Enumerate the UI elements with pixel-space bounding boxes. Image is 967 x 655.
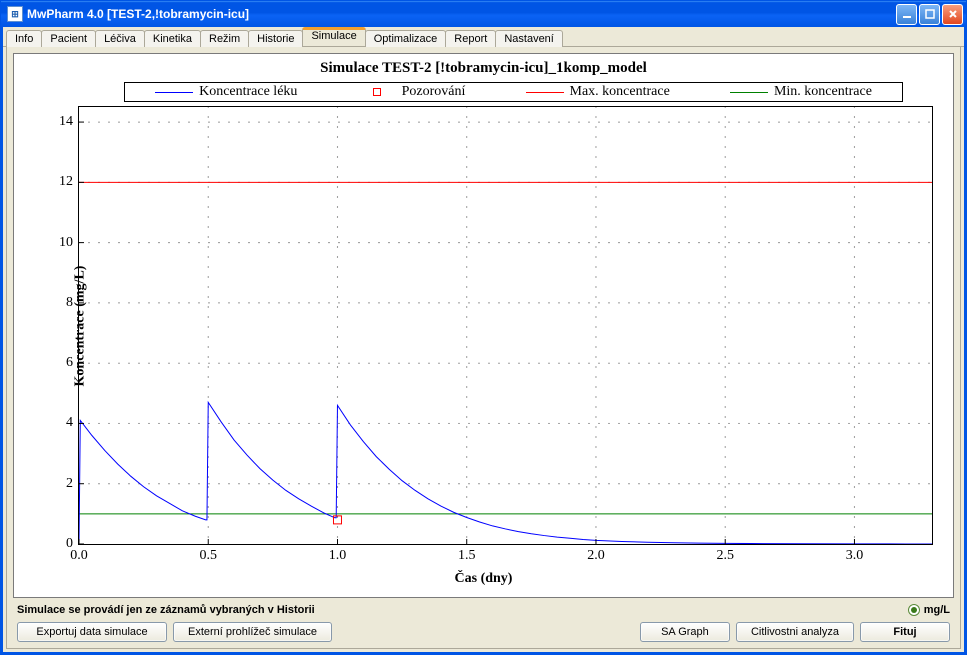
app-window: ⊞ MwPharm 4.0 [TEST-2,!tobramycin-icu] I… <box>0 0 967 655</box>
minimize-button[interactable] <box>896 4 917 25</box>
tab-rezim[interactable]: Režim <box>200 30 249 47</box>
export-button[interactable]: Exportuj data simulace <box>17 622 167 642</box>
tabpage-simulace: Simulace TEST-2 [!tobramycin-icu]_1komp_… <box>6 47 961 649</box>
unit-radio-group[interactable]: mg/L <box>908 604 950 616</box>
chart-title: Simulace TEST-2 [!tobramycin-icu]_1komp_… <box>14 54 953 77</box>
radio-selected-icon <box>908 604 920 616</box>
x-tick-label: 2.5 <box>716 548 734 564</box>
x-tick-label: 0.5 <box>199 548 217 564</box>
external-viewer-button[interactable]: Externí prohlížeč simulace <box>173 622 332 642</box>
legend-item: Pozorování <box>358 84 466 100</box>
tab-report[interactable]: Report <box>445 30 496 47</box>
y-tick-label: 4 <box>43 415 73 431</box>
y-tick-label: 2 <box>43 476 73 492</box>
tabstrip: InfoPacientLéčivaKinetikaRežimHistorieSi… <box>3 27 964 47</box>
fit-button[interactable]: Fituj <box>860 622 950 642</box>
window-title: MwPharm 4.0 [TEST-2,!tobramycin-icu] <box>27 7 896 21</box>
sensitivity-button[interactable]: Citlivostni analyza <box>736 622 854 642</box>
y-tick-label: 6 <box>43 355 73 371</box>
x-tick-label: 1.5 <box>458 548 476 564</box>
tab-info[interactable]: Info <box>6 30 42 47</box>
tab-simulace[interactable]: Simulace <box>302 27 365 46</box>
client-area: InfoPacientLéčivaKinetikaRežimHistorieSi… <box>1 27 966 654</box>
x-tick-label: 0.0 <box>70 548 88 564</box>
tab-optimalizace[interactable]: Optimalizace <box>365 30 447 47</box>
close-button[interactable] <box>942 4 963 25</box>
x-axis-label: Čas (dny) <box>14 571 953 587</box>
tab-kinetika[interactable]: Kinetika <box>144 30 201 47</box>
y-tick-label: 10 <box>43 235 73 251</box>
y-tick-label: 0 <box>43 536 73 552</box>
y-tick-label: 14 <box>43 114 73 130</box>
legend-item: Koncentrace léku <box>155 84 297 100</box>
plot-area: 024681012140.00.51.01.52.02.53.0 <box>78 106 933 545</box>
y-tick-label: 8 <box>43 295 73 311</box>
tab-pacient[interactable]: Pacient <box>41 30 96 47</box>
app-icon: ⊞ <box>7 6 23 22</box>
bottom-panel: Simulace se provádí jen ze záznamů vybra… <box>13 602 954 642</box>
legend-item: Max. koncentrace <box>526 84 670 100</box>
maximize-button[interactable] <box>919 4 940 25</box>
chart-legend: Koncentrace léku Pozorování Max. koncentra… <box>124 82 903 102</box>
legend-item: Min. koncentrace <box>730 84 872 100</box>
x-tick-label: 3.0 <box>846 548 864 564</box>
x-tick-label: 2.0 <box>587 548 605 564</box>
x-tick-label: 1.0 <box>329 548 347 564</box>
titlebar[interactable]: ⊞ MwPharm 4.0 [TEST-2,!tobramycin-icu] <box>1 1 966 27</box>
unit-label: mg/L <box>924 604 950 616</box>
status-text: Simulace se provádí jen ze záznamů vybra… <box>17 604 678 616</box>
y-tick-label: 12 <box>43 174 73 190</box>
tab-leciva[interactable]: Léčiva <box>95 30 145 47</box>
tab-historie[interactable]: Historie <box>248 30 303 47</box>
sa-graph-button[interactable]: SA Graph <box>640 622 730 642</box>
tab-nastaveni[interactable]: Nastavení <box>495 30 563 47</box>
chart-panel: Simulace TEST-2 [!tobramycin-icu]_1komp_… <box>13 53 954 598</box>
